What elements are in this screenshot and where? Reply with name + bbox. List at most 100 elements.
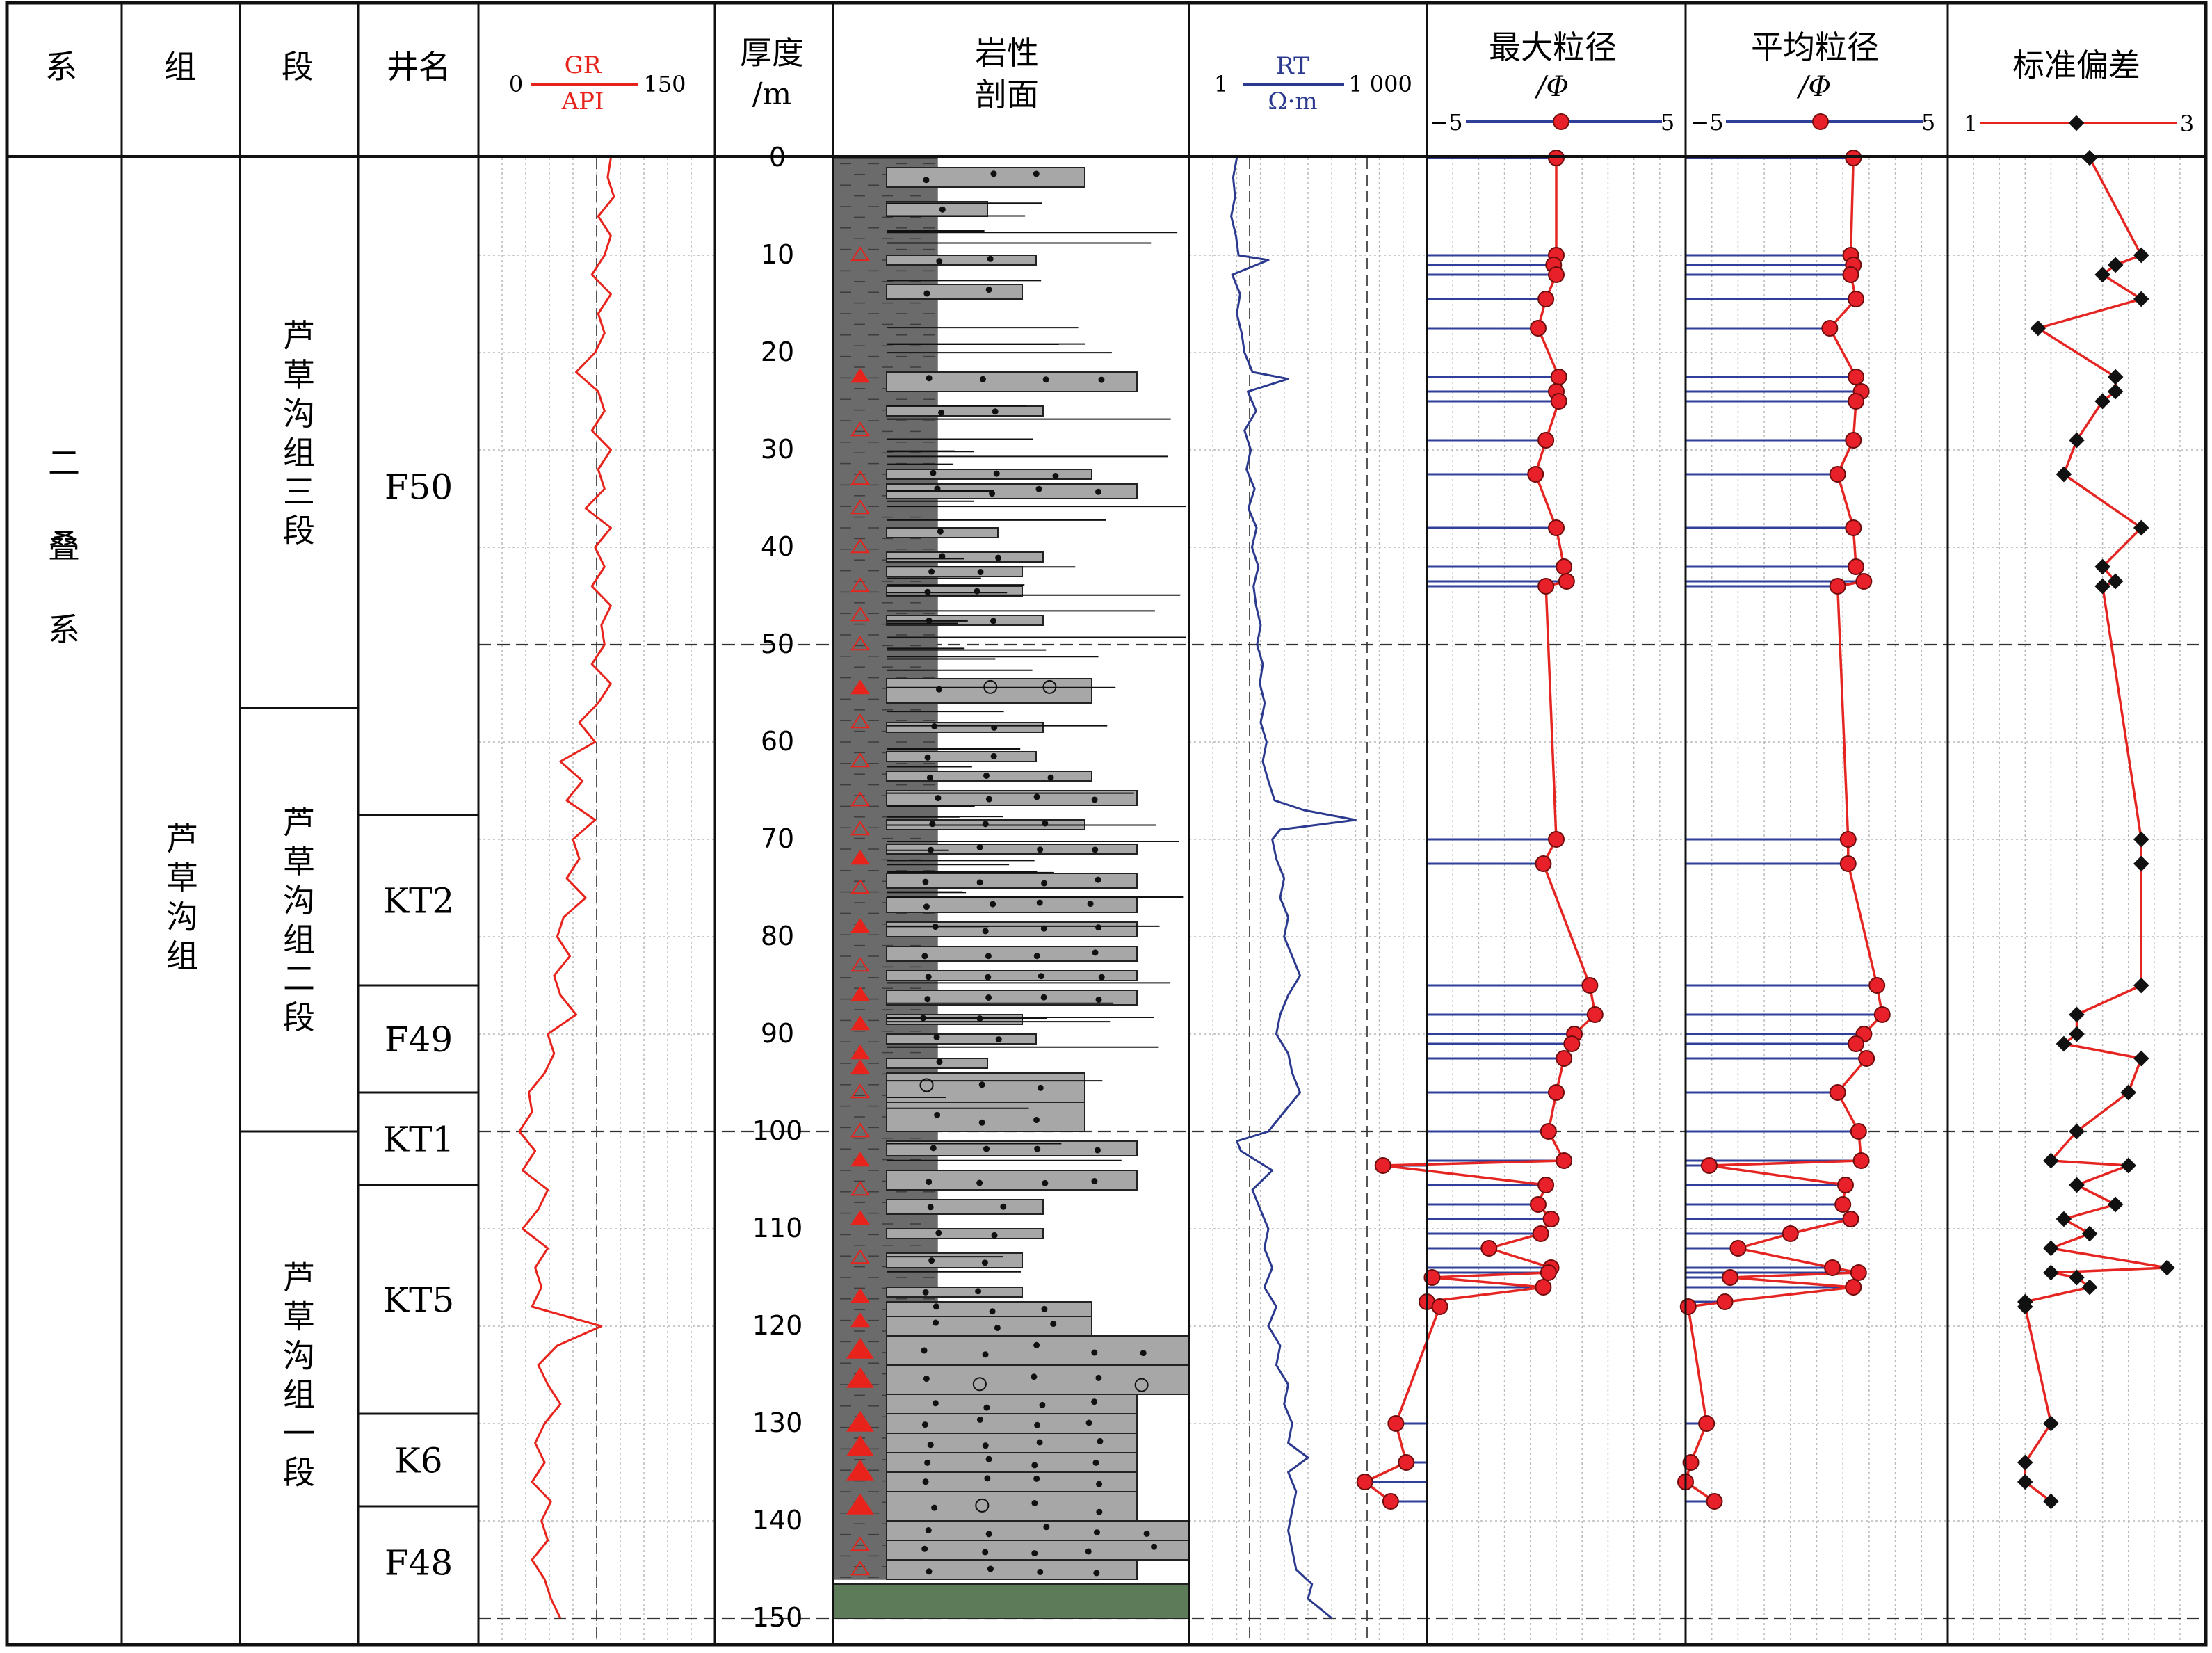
grain-symbol [1041,880,1048,887]
grain-symbol [1095,996,1102,1003]
grain-symbol [1047,774,1054,781]
grain-data-point [1556,1152,1573,1169]
grain-symbol [978,1081,985,1088]
grain-data-point [1356,1474,1373,1490]
grain-data-point [1839,831,1857,848]
grain-symbol [1143,1530,1150,1537]
lithology-section [832,157,1190,1619]
max-grain-max: 5 [1661,109,1674,136]
sandstone-bed [886,946,1138,962]
stratigraphy-columns: 二叠系芦草沟组芦草沟组三段芦草沟组二段芦草沟组一段F50KT2F49KT1KT5… [48,317,478,1583]
series-line [1363,158,1597,1503]
sandstone-bed [886,1252,1023,1268]
green-mudstone-bed [832,1583,1190,1619]
grain-symbol [989,490,996,497]
gravel-triangle-marker [850,470,870,485]
grain-symbol [1091,796,1098,803]
grain-symbol [1087,901,1094,908]
grain-symbol [985,974,992,981]
gravel-triangle-marker [850,1288,870,1303]
grain-data-point [1782,1225,1799,1242]
rt-unit: Ω·m [1268,88,1317,115]
grain-data-point [1829,466,1846,483]
grain-data-point [1535,1279,1552,1296]
grain-symbol [1050,1321,1057,1328]
series-rt [1230,157,1357,1620]
grain-symbol [984,1475,991,1482]
grain-data-point [1842,266,1859,283]
well-name: KT1 [383,1120,455,1160]
grain-symbol [987,255,994,262]
grain-symbol [1037,1084,1044,1091]
sandstone-bed [886,790,1138,806]
grain-symbol [931,1504,938,1511]
mean-grain-label: 平均粒径 [1751,29,1879,66]
member-name-3-char: 芦 [283,1259,315,1297]
member-name-3-char: 段 [283,1454,315,1492]
grain-data-point [1845,1279,1862,1296]
gravel-triangle-marker [850,636,870,651]
grain-symbol [990,170,997,177]
grain-symbol [1093,1529,1100,1536]
grain-symbol [921,1421,928,1428]
grain-symbol [1097,1437,1104,1444]
grain-data-point [1535,855,1552,872]
grain-symbol [979,376,986,382]
grain-symbol [923,177,930,184]
grain-symbol [993,470,1000,477]
grain-symbol [985,1531,992,1538]
mean-grain-unit: /Φ [1796,71,1831,103]
grain-symbol [1096,1508,1103,1515]
header-formation: 组 [164,48,196,86]
grain-symbol [1140,1350,1147,1357]
grain-symbol [982,928,989,935]
grain-symbol [995,554,1002,561]
grain-symbol [927,1442,934,1449]
member-name-2-char: 组 [283,921,315,958]
grain-data-point [1698,1415,1715,1432]
sandstone-bed [886,1102,1085,1132]
grain-symbol [930,469,937,476]
grain-data-point [1550,393,1567,410]
grain-symbol [995,1036,1002,1043]
gravel-triangle-marker [846,1366,874,1388]
series-gr [518,157,615,1619]
sandstone-bed [886,1559,1138,1580]
gravel-triangle-marker [846,1410,874,1432]
system-name-char: 二 [48,444,80,482]
grain-symbol [922,1289,929,1296]
formation-name-char: 沟 [166,898,198,936]
grain-data-point [1540,1123,1557,1140]
grain-symbol [1036,1439,1043,1446]
sandstone-bed [886,844,1138,855]
grain-symbol [972,1377,987,1392]
std-dev-data-point [2056,1211,2072,1227]
grain-symbol [1043,1524,1050,1531]
member-name-2-char: 芦 [283,804,315,841]
lithology-label-2: 剖面 [975,76,1039,113]
grain-symbol [1098,376,1105,383]
grain-symbol [983,772,990,779]
well-name: F48 [385,1543,453,1583]
header-member: 段 [282,48,314,86]
max-grain-legend-marker [1553,113,1569,130]
grain-symbol [1034,1421,1041,1428]
grain-symbol [1040,994,1047,1001]
grain-data-point [1834,1196,1852,1213]
std-dev-data-point [2120,1084,2137,1101]
grain-data-point [1873,1006,1891,1023]
sandstone-bed [886,1033,1037,1045]
depth-tick-label: 10 [761,239,794,270]
std-dev-data-point [2017,1298,2033,1315]
std-dev-data-point [2069,1123,2085,1140]
depth-tick-label: 0 [769,142,786,172]
grain-data-point [1527,466,1544,483]
grain-symbol [987,1565,994,1572]
well-name: K6 [394,1441,442,1481]
gravel-triangle-marker [850,606,870,622]
gravel-triangle-marker [850,1059,870,1074]
std-dev-data-point [2094,393,2110,410]
std-dev-data-point [2094,578,2110,595]
